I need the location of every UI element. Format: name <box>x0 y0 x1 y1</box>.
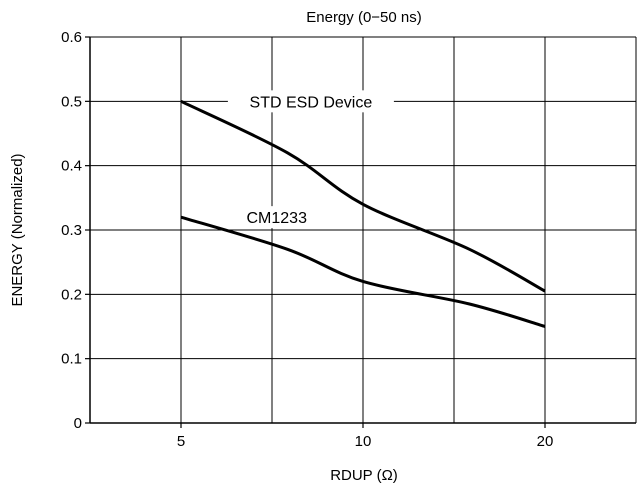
series-label-bg-1 <box>228 206 325 229</box>
x-tick-label: 5 <box>177 433 185 450</box>
x-axis-label: RDUP (Ω) <box>330 467 398 484</box>
y-axis-label: ENERGY (Normalized) <box>9 153 26 306</box>
x-tick-label: 10 <box>355 433 372 450</box>
y-tick-label: 0 <box>74 415 82 432</box>
y-tick-label: 0.1 <box>61 351 82 368</box>
x-tick-label: 20 <box>537 433 554 450</box>
series-line-1 <box>180 215 546 328</box>
series-line-0 <box>180 99 546 293</box>
y-tick-label: 0.3 <box>61 222 82 239</box>
series-label-0: STD ESD Device <box>250 94 373 111</box>
plot-area: 0 0.1 0.2 0.3 0.4 0.5 0.6 5 10 20 STD ESD Device CM… <box>61 29 637 450</box>
series-label-1: CM1233 <box>247 210 308 227</box>
y-tick-label: 0.4 <box>61 158 82 175</box>
y-tick-label: 0.5 <box>61 93 82 110</box>
series-label-bg-0 <box>227 90 394 113</box>
y-tick-label: 0.2 <box>61 286 82 303</box>
chart-title: Energy (0−50 ns) <box>306 9 421 26</box>
y-tick-label: 0.6 <box>61 29 82 46</box>
